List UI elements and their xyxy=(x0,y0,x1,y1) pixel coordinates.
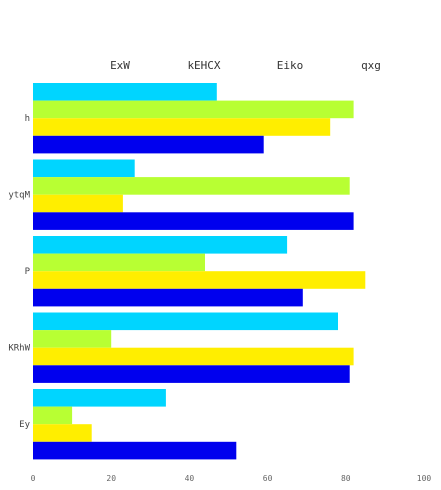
bar-p-exw xyxy=(33,236,288,254)
x-tick-label-60: 60 xyxy=(263,474,273,483)
bar-h-qxg xyxy=(33,135,264,154)
bar-h-exw xyxy=(33,83,217,101)
category-label-ytqm: ytqM xyxy=(8,191,30,201)
x-tick-label-40: 40 xyxy=(185,474,195,483)
legend-entry-exw: ExW xyxy=(110,59,130,72)
bar-ey-exw xyxy=(33,389,166,407)
bar-ey-qxg xyxy=(33,441,237,460)
bar-ytqm-qxg xyxy=(33,212,354,230)
bars xyxy=(33,83,366,460)
bar-group-ey xyxy=(33,389,237,460)
category-label-p: P xyxy=(25,267,31,277)
category-label-krhw: KRhW xyxy=(8,344,30,354)
category-label-ey: Ey xyxy=(19,420,30,430)
legend-entry-eiko: Eiko xyxy=(277,59,304,72)
bar-p-kehcx xyxy=(33,253,205,272)
bar-group-p xyxy=(33,236,366,307)
bar-ey-eiko xyxy=(33,424,92,442)
bar-ytqm-eiko xyxy=(33,194,123,213)
x-tick-label-100: 100 xyxy=(417,474,432,483)
legend: ExW kEHCX Eiko qxg xyxy=(110,59,381,72)
bar-group-krhw xyxy=(33,312,354,383)
x-axis-ticks: 0 20 40 60 80 100 xyxy=(31,474,432,483)
bar-p-eiko xyxy=(33,271,366,289)
bar-krhw-exw xyxy=(33,312,338,331)
bar-krhw-qxg xyxy=(33,365,350,383)
bar-ytqm-kehcx xyxy=(33,177,350,195)
bar-krhw-eiko xyxy=(33,347,354,366)
category-label-h: h xyxy=(25,114,30,124)
legend-entry-kehcx: kEHCX xyxy=(187,59,220,72)
bar-group-h xyxy=(33,83,354,154)
x-tick-label-80: 80 xyxy=(341,474,351,483)
bar-ey-kehcx xyxy=(33,406,73,425)
bar-group-ytqm xyxy=(33,159,354,230)
bar-h-kehcx xyxy=(33,100,354,119)
category-labels: h ytqM P KRhW Ey xyxy=(8,114,30,430)
bar-krhw-kehcx xyxy=(33,330,112,348)
x-tick-label-0: 0 xyxy=(31,474,36,483)
bar-h-eiko xyxy=(33,118,331,136)
legend-entry-qxg: qxg xyxy=(361,59,381,72)
bar-ytqm-exw xyxy=(33,159,135,178)
x-tick-label-20: 20 xyxy=(106,474,116,483)
bar-p-qxg xyxy=(33,288,303,307)
